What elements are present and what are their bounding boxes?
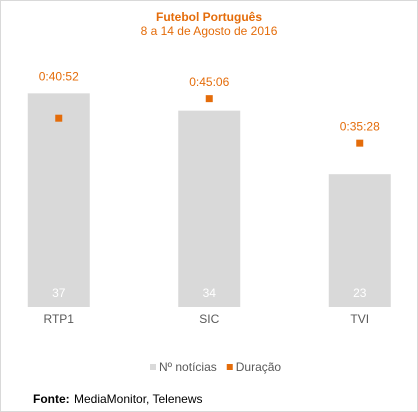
bar-value-label: 23 xyxy=(353,286,367,300)
legend-swatch xyxy=(226,364,233,370)
legend-label: Duração xyxy=(236,360,282,374)
bar xyxy=(27,93,90,307)
bar xyxy=(178,110,241,308)
duration-label: 0:35:28 xyxy=(340,119,380,133)
duration-marker xyxy=(356,139,364,147)
bar xyxy=(328,174,391,307)
x-tick-label: SIC xyxy=(199,312,219,326)
chart-title: Futebol Português xyxy=(156,10,262,24)
x-tick-label: RTP1 xyxy=(44,312,75,326)
duration-label: 0:40:52 xyxy=(39,69,79,83)
duration-marker xyxy=(55,114,63,122)
bar-value-label: 34 xyxy=(203,286,217,300)
x-tick-label: TVI xyxy=(350,312,369,326)
legend-swatch xyxy=(150,364,156,370)
source-label: Fonte: xyxy=(33,392,70,406)
duration-marker xyxy=(205,95,213,103)
legend-label: Nº notícias xyxy=(159,360,217,374)
source: MediaMonitor, Telenews xyxy=(74,392,203,406)
chart-subtitle: 8 a 14 de Agosto de 2016 xyxy=(141,24,278,38)
bar-value-label: 37 xyxy=(52,286,66,300)
duration-label: 0:45:06 xyxy=(189,75,229,89)
